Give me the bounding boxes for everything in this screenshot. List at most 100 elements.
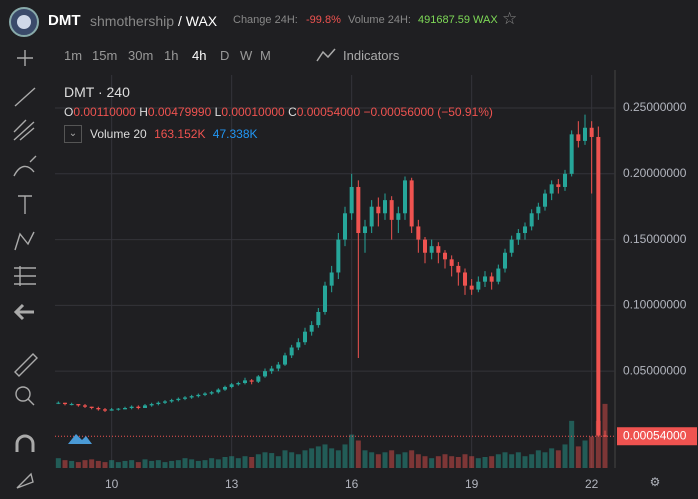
candle-body: [196, 394, 201, 397]
last-price-tag: [617, 427, 697, 446]
volume-bar: [455, 456, 461, 468]
volume-bar: [442, 454, 448, 468]
h-label: H: [139, 105, 148, 119]
candle-body: [163, 401, 167, 403]
magnet-tool[interactable]: [15, 434, 35, 452]
volume-bar: [95, 460, 101, 468]
account[interactable]: shmothership: [90, 13, 175, 29]
volume-bar: [189, 459, 195, 468]
interval-button[interactable]: 1m: [64, 48, 83, 63]
candle-body: [463, 272, 467, 286]
volume-bar: [122, 460, 128, 468]
settings-button: ⚙: [650, 475, 661, 489]
candle-body: [589, 127, 594, 137]
favorite-star[interactable]: ☆: [502, 9, 518, 28]
volume-legend: Volume 20 163.152K 47.338K: [90, 127, 258, 141]
interval-button[interactable]: 1h: [164, 48, 179, 63]
candle-body: [529, 213, 534, 227]
volume-bar: [575, 446, 581, 468]
c-label: C: [288, 105, 297, 119]
candle-body: [249, 380, 254, 382]
volume-bar: [582, 440, 588, 468]
brush-tool[interactable]: [13, 155, 37, 177]
trend-line-tool[interactable]: [14, 87, 36, 107]
candle-body: [236, 383, 241, 385]
volume-bar: [222, 456, 228, 468]
indicators-button[interactable]: Indicators: [343, 48, 400, 63]
candle-body: [496, 268, 501, 282]
candle-body: [89, 406, 94, 409]
volume-bar: [342, 444, 348, 468]
pattern-tool[interactable]: [14, 231, 35, 251]
candle-body: [276, 364, 281, 369]
volume-bar: [402, 452, 408, 468]
fib-tool[interactable]: [13, 119, 35, 141]
logo: [9, 7, 39, 37]
volume-bar: [449, 456, 455, 468]
volume-bar: [495, 454, 501, 468]
volume-bar: [542, 452, 548, 468]
candle-body: [303, 331, 307, 343]
volume-bar: [589, 436, 595, 468]
volume-label: Volume 24H:: [348, 14, 411, 26]
y-tick-label: 0.25000000: [623, 100, 687, 114]
h-value: 0.00479990: [147, 105, 212, 119]
zoom-tool[interactable]: [15, 386, 31, 402]
candle-body: [169, 400, 174, 402]
candle-body: [336, 239, 341, 273]
lock-tool[interactable]: [16, 472, 34, 489]
candle-body: [203, 393, 207, 395]
volume-bar: [115, 462, 121, 468]
candle-body: [183, 397, 187, 399]
text-tool[interactable]: [18, 195, 32, 214]
candle-body: [129, 406, 134, 409]
x-tick-label: 19: [465, 477, 479, 491]
collapse-button[interactable]: ⌄: [64, 125, 82, 143]
measure-tool[interactable]: [14, 266, 36, 286]
volume-bar: [269, 453, 275, 468]
x-tick-label: 16: [345, 477, 359, 491]
candle-body: [369, 206, 374, 227]
change-label: Change 24H:: [233, 14, 298, 26]
volume-bar: [162, 462, 168, 468]
candle-body: [523, 226, 527, 234]
volume-bar: [289, 452, 295, 468]
candle-body: [296, 342, 301, 348]
candle-body: [143, 405, 147, 409]
candle-body: [343, 213, 347, 240]
back-tool[interactable]: [13, 303, 34, 321]
y-tick-label: 0.05000000: [623, 363, 687, 377]
candle-body: [323, 285, 327, 312]
c-value: 0.00054000: [296, 105, 361, 119]
candle-body: [69, 404, 74, 406]
volume-bar: [322, 444, 328, 468]
crosshair-tool[interactable]: [17, 50, 33, 66]
volume-bar: [515, 452, 521, 468]
volume-bar: [69, 460, 75, 468]
volume-bar: [435, 456, 441, 468]
candle-body: [269, 368, 274, 372]
volume-bar: [335, 450, 341, 468]
candle-body: [309, 325, 314, 332]
y-tick-label: 0.20000000: [623, 166, 687, 180]
interval-button[interactable]: D: [220, 48, 230, 63]
y-tick-label: 0.10000000: [623, 298, 687, 312]
interval-button[interactable]: 15m: [92, 48, 118, 63]
candle-body: [549, 184, 554, 194]
symbol: DMT: [48, 12, 81, 29]
volume-bar: [409, 450, 415, 468]
volume-bar: [355, 440, 361, 468]
ruler-tool[interactable]: [14, 353, 38, 377]
volume-bar: [482, 456, 488, 468]
volume-bar: [522, 456, 528, 468]
interval-button[interactable]: 4h: [192, 48, 207, 63]
candle-body: [383, 200, 387, 214]
interval-button[interactable]: W: [240, 48, 253, 63]
interval-button[interactable]: M: [260, 48, 271, 63]
candle-body: [103, 409, 107, 411]
candle-body: [469, 285, 474, 290]
interval-button[interactable]: 30m: [128, 48, 154, 63]
volume-bar: [62, 460, 68, 468]
candle-body: [509, 239, 514, 253]
candle-body: [243, 380, 247, 384]
